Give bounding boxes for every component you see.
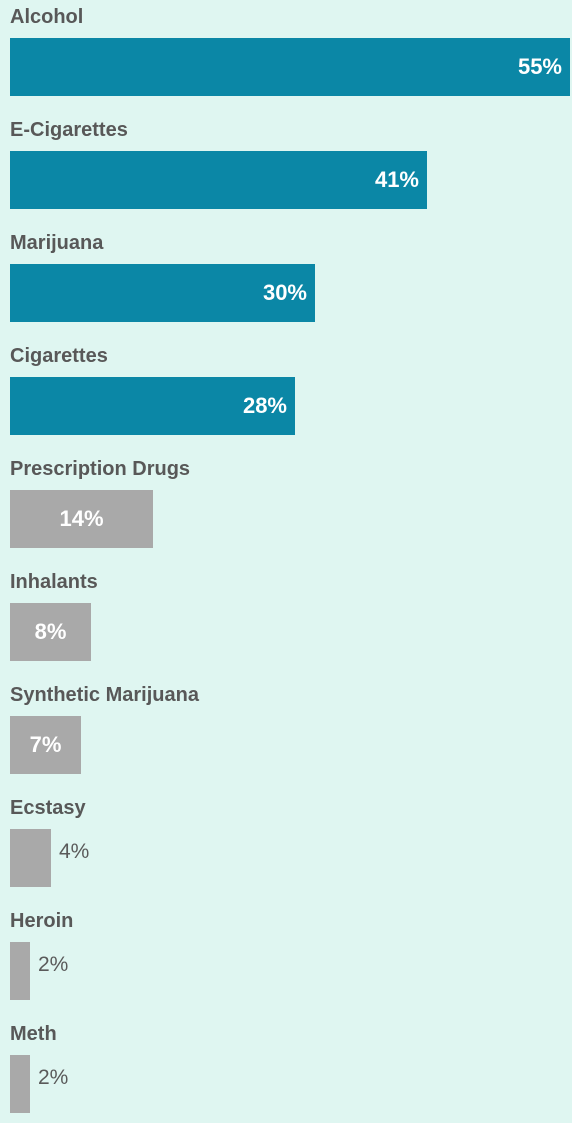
bar-row: Cigarettes 28% <box>0 343 572 445</box>
category-label: Heroin <box>10 910 74 932</box>
category-label: E-Cigarettes <box>10 119 128 141</box>
bar: 41% <box>10 151 427 209</box>
bar: 14% <box>10 490 153 548</box>
bar-row: Meth 2% <box>0 1021 572 1123</box>
category-label: Alcohol <box>10 6 84 28</box>
category-label: Meth <box>10 1023 57 1045</box>
category-label: Synthetic Marijuana <box>10 684 199 706</box>
bar-row: Alcohol 55% <box>0 4 572 106</box>
bar-row: Synthetic Marijuana 7% <box>0 682 572 784</box>
data-label: 55% <box>517 54 562 79</box>
data-label: 4% <box>59 840 90 863</box>
data-label: 8% <box>34 619 67 644</box>
bar-row: Heroin 2% <box>0 908 572 1010</box>
data-label: 14% <box>59 506 104 531</box>
data-label: 28% <box>242 393 287 418</box>
data-label: 30% <box>262 280 307 305</box>
data-label: 7% <box>29 732 62 757</box>
data-label: 41% <box>374 167 419 192</box>
bar <box>10 829 51 887</box>
data-label: 2% <box>38 1066 69 1089</box>
category-label: Inhalants <box>10 571 98 593</box>
bar: 8% <box>10 603 91 661</box>
bar-row: Ecstasy 4% <box>0 795 572 897</box>
bar: 7% <box>10 716 81 774</box>
data-label: 2% <box>38 953 69 976</box>
category-label: Prescription Drugs <box>10 458 191 480</box>
category-label: Marijuana <box>10 232 104 254</box>
bar <box>10 1055 30 1113</box>
bar: 55% <box>10 38 570 96</box>
bar: 30% <box>10 264 315 322</box>
category-label: Ecstasy <box>10 797 86 819</box>
bar-row: Marijuana 30% <box>0 230 572 332</box>
bar-row: E-Cigarettes 41% <box>0 117 572 219</box>
bar-row: Prescription Drugs 14% <box>0 456 572 558</box>
bar-row: Inhalants 8% <box>0 569 572 671</box>
bar: 28% <box>10 377 295 435</box>
category-label: Cigarettes <box>10 345 108 367</box>
bar <box>10 942 30 1000</box>
